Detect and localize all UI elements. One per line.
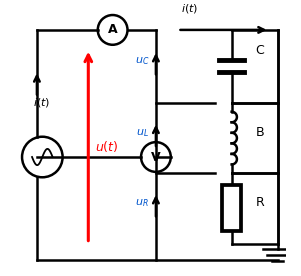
Text: A: A — [108, 23, 117, 36]
Text: $u_L$: $u_L$ — [136, 127, 149, 139]
Text: $i(t)$: $i(t)$ — [181, 2, 198, 15]
Text: $u_C$: $u_C$ — [135, 55, 149, 67]
Text: B: B — [256, 126, 264, 139]
Text: $u(t)$: $u(t)$ — [95, 139, 119, 154]
Bar — [222, 185, 241, 231]
Text: R: R — [256, 197, 264, 209]
Text: V: V — [151, 150, 161, 163]
Text: C: C — [256, 44, 264, 57]
Text: $i(t)$: $i(t)$ — [33, 96, 50, 109]
Text: $u_R$: $u_R$ — [135, 197, 149, 209]
